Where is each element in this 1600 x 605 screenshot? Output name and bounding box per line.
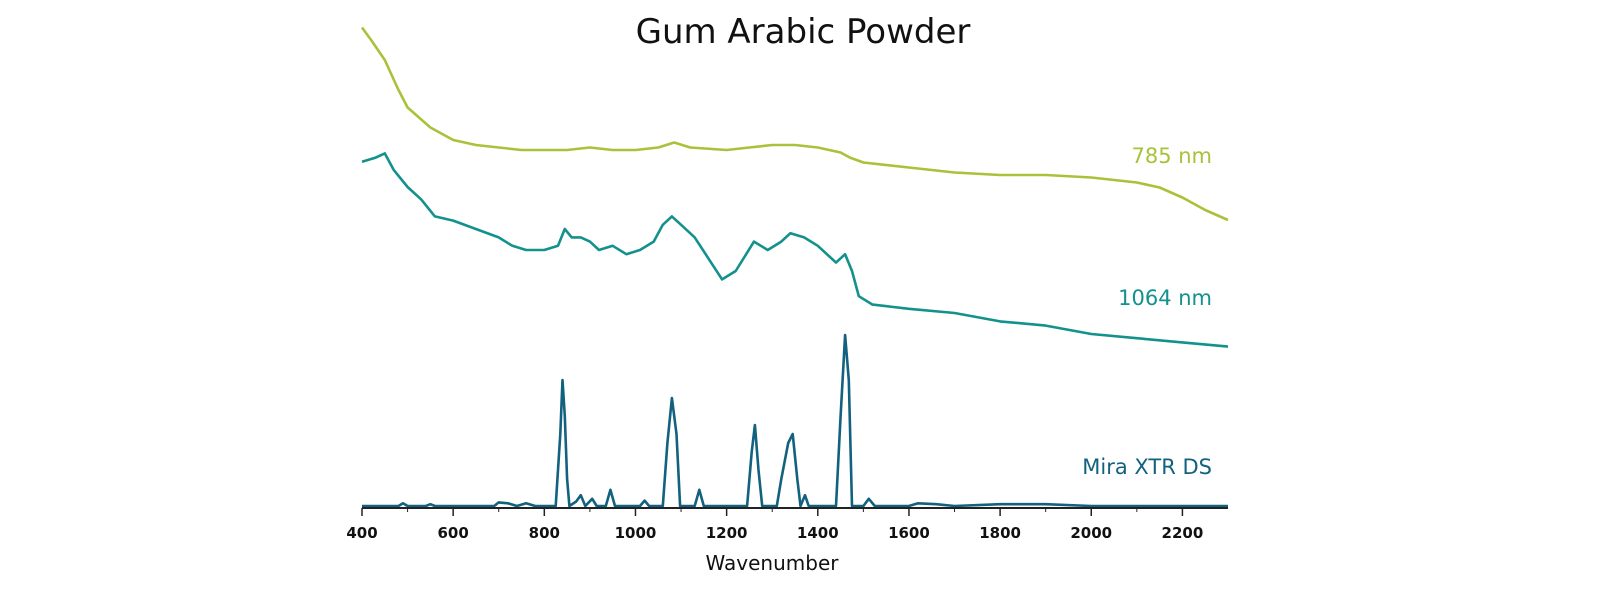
series-line-785nm xyxy=(360,26,1229,222)
series-label-1064nm: 1064 nm xyxy=(1118,286,1212,310)
x-tick-label: 1400 xyxy=(797,524,839,542)
x-axis: 400 600 800 1000 1200 1400 1600 1800 2000 2200 xyxy=(346,507,1228,542)
x-tick-label: 1600 xyxy=(888,524,930,542)
x-ticks: 400 600 800 1000 1200 1400 1600 1800 2000 2200 xyxy=(346,508,1203,542)
series-label-mira-xtr-ds: Mira XTR DS xyxy=(1082,455,1212,479)
series-line-mira-xtr-ds xyxy=(362,333,1228,508)
x-tick-label: 1800 xyxy=(979,524,1021,542)
x-tick-label: 1000 xyxy=(615,524,657,542)
series-layer xyxy=(360,26,1229,508)
x-tick-label: 2200 xyxy=(1162,524,1204,542)
chart-title: Gum Arabic Powder xyxy=(636,12,971,52)
x-tick-label: 400 xyxy=(346,524,377,542)
x-tick-label: 600 xyxy=(438,524,469,542)
x-tick-label: 1200 xyxy=(706,524,748,542)
series-label-785nm: 785 nm xyxy=(1131,144,1212,168)
series-labels: 785 nm 1064 nm Mira XTR DS xyxy=(1082,144,1212,479)
series-line-1064nm xyxy=(361,152,1229,348)
x-tick-label: 2000 xyxy=(1070,524,1112,542)
x-axis-label: Wavenumber xyxy=(706,551,840,575)
x-tick-label: 800 xyxy=(529,524,560,542)
